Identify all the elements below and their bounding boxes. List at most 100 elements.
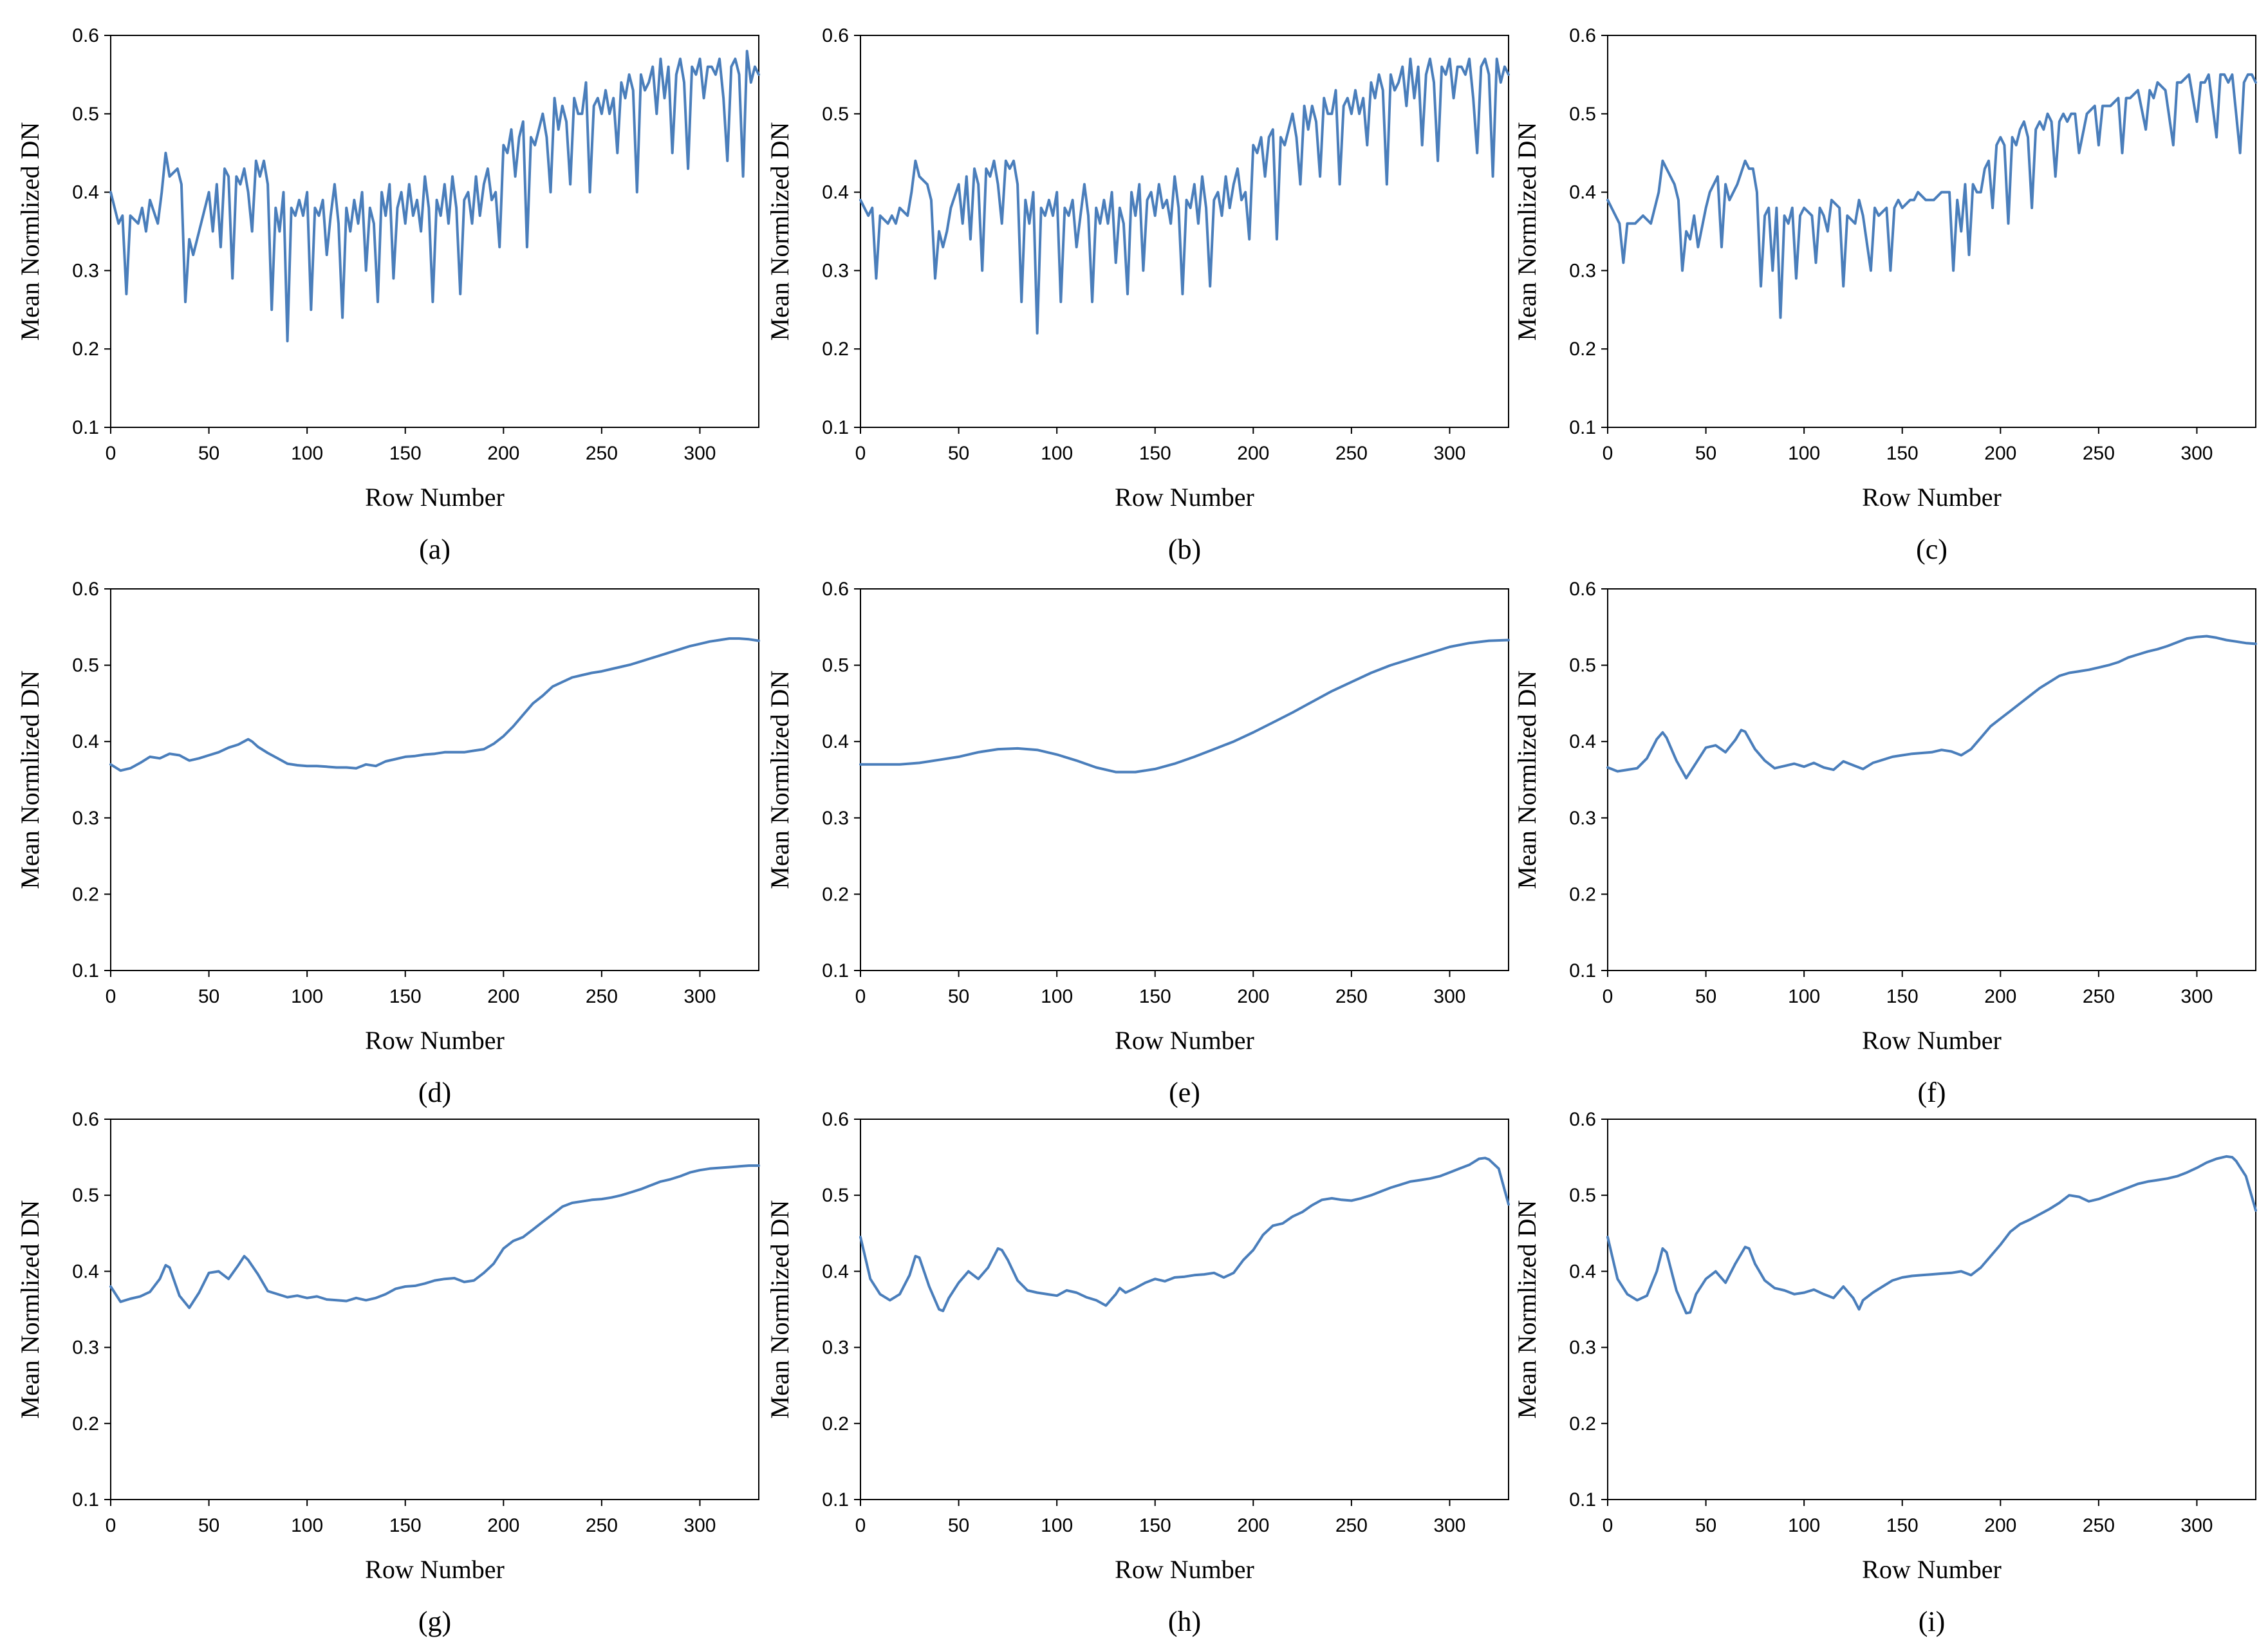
x-tick-label: 50: [198, 1515, 219, 1536]
x-axis-title: Row Number: [1862, 483, 2002, 512]
y-tick-label: 0.2: [72, 1413, 99, 1435]
x-axis-title: Row Number: [1115, 1555, 1254, 1584]
y-tick-label: 0.4: [72, 182, 99, 203]
y-tick-label: 0.2: [822, 884, 849, 905]
series-line: [109, 50, 760, 342]
x-tick-label: 50: [948, 986, 969, 1007]
chart-panel: 0.1 0.2 0.3 0.4 0.5 0.6 0 50 100 150 200 250 300 Row …: [15, 1109, 760, 1637]
y-tick-label: 0.2: [72, 339, 99, 360]
x-tick-label: 100: [1041, 986, 1073, 1007]
x-axis-title: Row Number: [1115, 1026, 1254, 1055]
y-tick-label: 0.3: [72, 808, 99, 829]
x-tick-label: 300: [1433, 986, 1465, 1007]
x-tick-label: 250: [1335, 986, 1368, 1007]
chart-panel: 0.1 0.2 0.3 0.4 0.5 0.6 0 50 100 150 200 250 300 Row …: [765, 579, 1510, 1108]
x-tick-label: 100: [1788, 986, 1820, 1007]
series-line: [859, 1157, 1510, 1312]
x-tick-label: 250: [1335, 443, 1368, 464]
plot-frame: [110, 35, 759, 428]
x-tick-label: 50: [1695, 443, 1716, 464]
y-tick-label: 0.3: [1569, 808, 1596, 829]
x-tick-label: 0: [1603, 986, 1613, 1007]
x-tick-label: 150: [1886, 443, 1919, 464]
plot-frame: [860, 35, 1509, 428]
x-axis-title: Row Number: [1862, 1026, 2002, 1055]
chart-panel: 0.1 0.2 0.3 0.4 0.5 0.6 0 50 100 150 200 250 300 Row …: [765, 1109, 1510, 1637]
y-tick-label: 0.3: [1569, 1337, 1596, 1359]
y-axis-title: Mean Normlized DN: [765, 1200, 794, 1419]
x-tick-label: 50: [948, 1515, 969, 1536]
y-tick-label: 0.2: [822, 339, 849, 360]
y-tick-label: 0.3: [72, 260, 99, 281]
x-tick-label: 50: [198, 986, 219, 1007]
y-tick-label: 0.1: [72, 960, 99, 981]
x-tick-label: 100: [1788, 1515, 1820, 1536]
series-line: [1606, 635, 2257, 780]
x-tick-label: 0: [106, 1515, 116, 1536]
x-tick-label: 50: [198, 443, 219, 464]
x-tick-label: 150: [389, 443, 422, 464]
x-tick-label: 150: [1139, 1515, 1171, 1536]
x-tick-label: 200: [1984, 443, 2016, 464]
plot-frame: [110, 1119, 759, 1500]
y-tick-label: 0.5: [72, 104, 99, 125]
x-tick-label: 100: [1041, 1515, 1073, 1536]
y-axis-title: Mean Normlized DN: [15, 1200, 44, 1419]
y-tick-label: 0.2: [822, 1413, 849, 1435]
y-tick-label: 0.1: [822, 417, 849, 438]
panel-label: (a): [419, 534, 451, 565]
x-tick-label: 300: [683, 1515, 716, 1536]
y-tick-label: 0.1: [72, 417, 99, 438]
series-line: [859, 57, 1510, 335]
x-tick-label: 250: [2083, 1515, 2115, 1536]
x-axis-title: Row Number: [1862, 1555, 2002, 1584]
y-tick-label: 0.1: [1569, 1489, 1596, 1510]
y-tick-label: 0.2: [1569, 339, 1596, 360]
y-tick-label: 0.4: [822, 182, 849, 203]
x-tick-label: 0: [106, 443, 116, 464]
plot-frame: [860, 588, 1509, 971]
x-tick-label: 0: [1603, 443, 1613, 464]
y-tick-label: 0.4: [1569, 1261, 1596, 1282]
y-tick-label: 0.5: [822, 1185, 849, 1206]
y-tick-label: 0.6: [72, 1109, 99, 1130]
x-tick-label: 0: [855, 1515, 866, 1536]
chart-panel: 0.1 0.2 0.3 0.4 0.5 0.6 0 50 100 150 200 250 300 Row …: [15, 25, 760, 565]
x-tick-label: 250: [586, 986, 618, 1007]
y-tick-label: 0.5: [822, 655, 849, 676]
x-tick-label: 150: [389, 986, 422, 1007]
plot-frame: [110, 588, 759, 971]
y-tick-label: 0.5: [72, 655, 99, 676]
x-tick-label: 250: [1335, 1515, 1368, 1536]
y-tick-label: 0.6: [1569, 1109, 1596, 1130]
y-tick-label: 0.1: [822, 1489, 849, 1510]
panel-label: (i): [1919, 1606, 1946, 1637]
x-tick-label: 150: [389, 1515, 422, 1536]
series-line: [859, 638, 1510, 774]
y-axis-title: Mean Normlized DN: [15, 671, 44, 889]
chart-panel: 0.1 0.2 0.3 0.4 0.5 0.6 0 50 100 150 200 250 300 Row …: [765, 25, 1510, 565]
y-tick-label: 0.5: [1569, 1185, 1596, 1206]
panel-label: (f): [1918, 1077, 1946, 1108]
x-tick-label: 150: [1886, 1515, 1919, 1536]
y-tick-label: 0.4: [822, 731, 849, 752]
y-tick-label: 0.5: [1569, 655, 1596, 676]
y-tick-label: 0.3: [822, 260, 849, 281]
chart-panel: 0.1 0.2 0.3 0.4 0.5 0.6 0 50 100 150 200 250 300 Row …: [1512, 25, 2257, 565]
y-axis-title: Mean Normlized DN: [1512, 671, 1541, 889]
x-axis-title: Row Number: [1115, 483, 1254, 512]
panel-label: (d): [418, 1077, 451, 1108]
plot-frame: [1607, 35, 2256, 428]
panel-label: (c): [1916, 534, 1947, 565]
y-tick-label: 0.4: [72, 1261, 99, 1282]
x-tick-label: 150: [1139, 986, 1171, 1007]
y-tick-label: 0.1: [1569, 960, 1596, 981]
plot-frame: [1607, 588, 2256, 971]
x-tick-label: 150: [1139, 443, 1171, 464]
y-axis-title: Mean Normlized DN: [1512, 122, 1541, 341]
y-tick-label: 0.6: [822, 579, 849, 600]
x-tick-label: 300: [683, 986, 716, 1007]
y-tick-label: 0.6: [1569, 579, 1596, 600]
y-tick-label: 0.5: [822, 104, 849, 125]
